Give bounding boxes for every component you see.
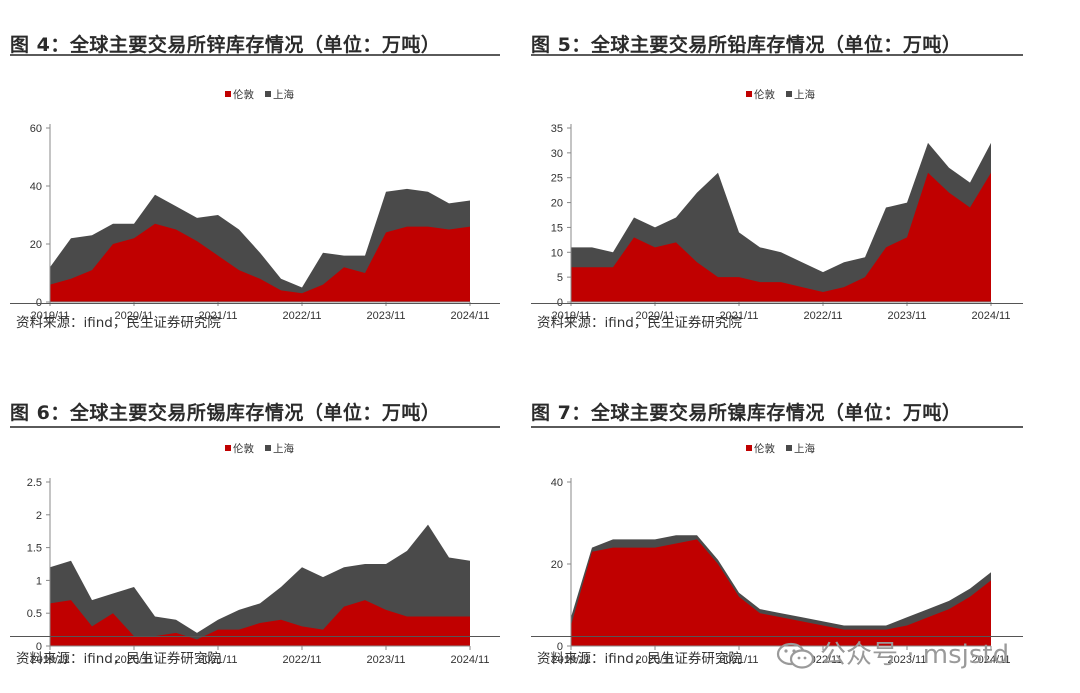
y-tick-label: 2 — [36, 510, 42, 522]
source-divider — [531, 636, 1023, 637]
legend-label: 伦敦 — [233, 88, 254, 101]
chart-panel-nickel: 图 7：全球主要交易所镍库存情况（单位：万吨） 伦敦 上海 0 20 40 2019/11… — [531, 398, 1025, 678]
source-divider — [10, 636, 500, 637]
wechat-icon — [776, 642, 815, 669]
title-divider — [531, 426, 1023, 428]
y-tick-label: 60 — [30, 123, 42, 135]
title-divider — [531, 54, 1023, 56]
series-area-london — [571, 172, 991, 302]
x-tick-label: 2019/11 — [31, 310, 70, 322]
x-tick-label: 2020/11 — [636, 310, 675, 322]
y-tick-label: 40 — [30, 181, 42, 193]
source-divider — [531, 303, 1023, 304]
y-tick-label: 35 — [551, 123, 563, 135]
y-tick-label: 20 — [551, 559, 563, 571]
legend-label: 上海 — [273, 442, 294, 455]
x-tick-label: 2019/11 — [552, 310, 591, 322]
y-tick-label: 1 — [36, 575, 42, 587]
chart-title: 图 4：全球主要交易所锌库存情况（单位：万吨） — [10, 34, 441, 56]
x-tick-label: 2024/11 — [972, 654, 1011, 666]
title-divider — [10, 54, 500, 56]
x-tick-label: 2021/11 — [199, 310, 238, 322]
legend-swatch — [225, 91, 231, 97]
x-tick-label: 2021/11 — [720, 654, 759, 666]
chart-legend: 伦敦 上海 — [746, 88, 815, 101]
chart-legend: 伦敦 上海 — [225, 442, 294, 455]
x-tick-label: 2022/11 — [804, 310, 843, 322]
x-tick-label: 2019/11 — [31, 654, 70, 666]
tin-stock-chart: 伦敦 上海 0 0.5 1 1.5 2 2.5 2019/11 2020/11 2021/11 202… — [27, 442, 490, 666]
x-tick-label: 2023/11 — [367, 310, 406, 322]
y-tick-label: 0.5 — [27, 608, 42, 620]
x-tick-label: 2024/11 — [972, 310, 1011, 322]
source-note: 资料来源：ifind，民生证券研究院 — [16, 315, 221, 331]
legend-label: 伦敦 — [754, 442, 775, 455]
series-area-london — [50, 223, 470, 302]
y-tick-label: 30 — [551, 148, 563, 160]
legend-swatch — [265, 91, 271, 97]
x-tick-label: 2024/11 — [451, 310, 490, 322]
legend-swatch — [786, 445, 792, 451]
y-tick-label: 25 — [551, 173, 563, 185]
legend-swatch — [265, 445, 271, 451]
x-tick-label: 2021/11 — [199, 654, 238, 666]
chart-legend: 伦敦 上海 — [225, 88, 294, 101]
series-area-london — [50, 600, 470, 646]
chart-title: 图 6：全球主要交易所锡库存情况（单位：万吨） — [10, 402, 441, 424]
chart-legend: 伦敦 上海 — [746, 442, 815, 455]
source-note: 资料来源：ifind，民生证券研究院 — [537, 315, 742, 331]
chart-title: 图 7：全球主要交易所镍库存情况（单位：万吨） — [531, 402, 962, 424]
watermark: 公众号 · msjstd — [776, 634, 1009, 671]
x-tick-label: 2022/11 — [283, 654, 322, 666]
legend-swatch — [225, 445, 231, 451]
series-area-london — [571, 539, 991, 646]
y-tick-label: 15 — [551, 222, 563, 234]
x-tick-label: 2019/11 — [552, 654, 591, 666]
legend-label: 上海 — [273, 88, 294, 101]
x-tick-label: 2020/11 — [115, 310, 154, 322]
legend-swatch — [786, 91, 792, 97]
x-tick-label: 2021/11 — [720, 310, 759, 322]
x-tick-label: 2023/11 — [888, 654, 927, 666]
y-tick-label: 2.5 — [27, 477, 42, 489]
legend-swatch — [746, 445, 752, 451]
x-tick-label: 2020/11 — [636, 654, 675, 666]
title-divider — [10, 426, 500, 428]
source-divider — [10, 303, 500, 304]
legend-label: 伦敦 — [233, 442, 254, 455]
y-tick-label: 0 — [36, 641, 42, 653]
x-tick-label: 2022/11 — [283, 310, 322, 322]
legend-label: 上海 — [794, 442, 815, 455]
source-note: 资料来源：ifind，民生证券研究院 — [537, 651, 742, 667]
x-tick-label: 2024/11 — [451, 654, 490, 666]
chart-panel-zinc: 图 4：全球主要交易所锌库存情况（单位：万吨） 伦敦 上海 0 20 40 60 2019/… — [10, 30, 502, 340]
x-tick-label: 2023/11 — [367, 654, 406, 666]
y-tick-label: 5 — [557, 272, 563, 284]
chart-panel-lead: 图 5：全球主要交易所铅库存情况（单位：万吨） 伦敦 上海 0 5 10 15 20 25 30… — [531, 30, 1025, 340]
y-tick-label: 40 — [551, 477, 563, 489]
y-tick-label: 20 — [551, 198, 563, 210]
watermark-text: 公众号 · msjstd — [820, 640, 1010, 670]
x-tick-label: 2023/11 — [888, 310, 927, 322]
source-note: 资料来源：ifind，民生证券研究院 — [16, 651, 221, 667]
legend-swatch — [746, 91, 752, 97]
x-tick-label: 2020/11 — [115, 654, 154, 666]
y-tick-label: 10 — [551, 247, 563, 259]
y-tick-label: 20 — [30, 239, 42, 251]
legend-label: 伦敦 — [754, 88, 775, 101]
y-tick-label: 0 — [557, 641, 563, 653]
chart-title: 图 5：全球主要交易所铅库存情况（单位：万吨） — [531, 34, 962, 56]
legend-label: 上海 — [794, 88, 815, 101]
y-tick-label: 1.5 — [27, 543, 42, 555]
chart-panel-tin: 图 6：全球主要交易所锡库存情况（单位：万吨） 伦敦 上海 0 0.5 1 1.5 2 2.5… — [10, 398, 502, 678]
